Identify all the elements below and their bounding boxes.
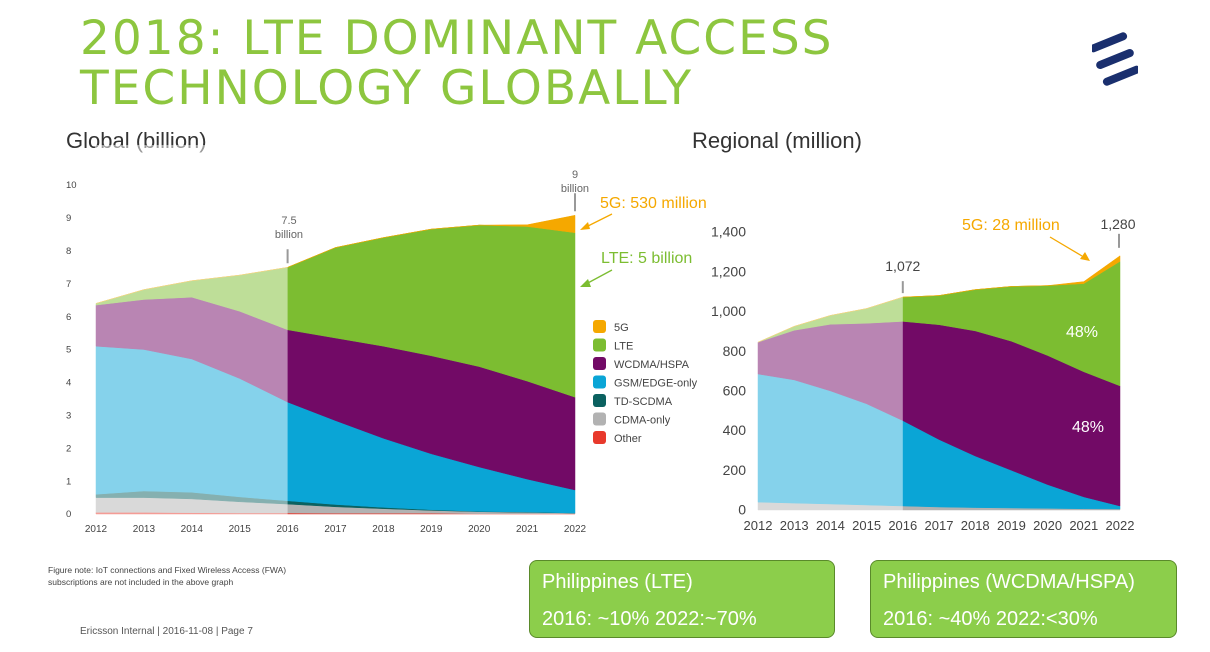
y-tick-label: 1,200 bbox=[711, 263, 746, 279]
legend-label-td-scdma: TD-SCDMA bbox=[614, 396, 673, 408]
legend-label-other: Other bbox=[614, 433, 642, 445]
historical-overlay bbox=[757, 192, 903, 511]
callout-philippines-wcdma: Philippines (WCDMA/HSPA) 2016: ~40% 2022… bbox=[870, 560, 1177, 638]
charts-canvas: 0 1 2 3 4 5 6 7 8 9 10 2012 2013 2014 2015 2016 2017 2018… bbox=[66, 145, 1136, 535]
ericsson-logo-icon bbox=[1092, 32, 1138, 86]
y-tick-label: 0 bbox=[738, 502, 746, 518]
y-tick-label: 9 bbox=[66, 213, 71, 224]
slide-title: 2018: LTE DOMINANT ACCESS TECHNOLOGY GLO… bbox=[80, 14, 834, 114]
x-tick-label: 2014 bbox=[816, 518, 845, 533]
x-tick-label: 2013 bbox=[133, 524, 156, 535]
annotation-5g: 5G: 530 million bbox=[600, 195, 707, 212]
figure-note-line2: subscriptions are not included in the ab… bbox=[48, 577, 234, 587]
x-tick-label: 2015 bbox=[229, 524, 252, 535]
y-tick-label: 6 bbox=[66, 312, 71, 323]
x-tick-label: 2019 bbox=[997, 518, 1026, 533]
legend-swatch-5g bbox=[593, 320, 606, 333]
x-tick-label: 2020 bbox=[1033, 518, 1062, 533]
x-tick-label: 2021 bbox=[516, 524, 539, 535]
y-tick-label: 0 bbox=[66, 509, 71, 520]
callout-philippines-lte: Philippines (LTE) 2016: ~10% 2022:~70% bbox=[529, 560, 835, 638]
x-tick-label: 2012 bbox=[744, 518, 773, 533]
x-tick-label: 2016 bbox=[276, 524, 299, 535]
y-tick-label: 800 bbox=[723, 343, 747, 359]
y-tick-label: 2 bbox=[66, 443, 71, 454]
legend-swatch-cdma-only bbox=[593, 412, 606, 426]
footer-text: Ericsson Internal | 2016-11-08 | Page 7 bbox=[80, 626, 253, 637]
annotation-value: 7.5 bbox=[281, 215, 296, 227]
x-tick-label: 2017 bbox=[324, 524, 347, 535]
y-tick-label: 1 bbox=[66, 476, 71, 487]
arrowhead-lte bbox=[580, 279, 591, 287]
annotation-unit: billion bbox=[561, 183, 589, 195]
callout-values: 2016: ~40% 2022:<30% bbox=[883, 608, 1098, 630]
y-tick-label: 1,400 bbox=[711, 224, 746, 240]
callout-values: 2016: ~10% 2022:~70% bbox=[542, 608, 757, 630]
chart-0-areas bbox=[95, 145, 576, 515]
legend-swatch-other bbox=[593, 431, 606, 444]
y-tick-label: 5 bbox=[66, 345, 71, 356]
annotation-5g: 5G: 28 million bbox=[962, 217, 1060, 234]
x-tick-label: 2021 bbox=[1069, 518, 1098, 533]
legend-label-lte: LTE bbox=[614, 341, 633, 353]
x-tick-label: 2022 bbox=[564, 524, 587, 535]
legend-swatch-td-scdma bbox=[593, 394, 606, 407]
y-tick-label: 200 bbox=[723, 462, 747, 478]
figure-note: Figure note: IoT connections and Fixed W… bbox=[48, 564, 348, 588]
annotation-wcdma-share: 48% bbox=[1072, 419, 1104, 436]
legend-swatch-gsm-edge-only bbox=[593, 375, 606, 389]
annotation-unit: billion bbox=[275, 229, 303, 241]
x-tick-label: 2013 bbox=[780, 518, 809, 533]
x-tick-label: 2020 bbox=[468, 524, 491, 535]
y-tick-label: 8 bbox=[66, 246, 71, 257]
annotation-total-2016: 1,072 bbox=[885, 258, 920, 274]
x-tick-label: 2014 bbox=[181, 524, 204, 535]
arrowhead-5g bbox=[1080, 252, 1090, 261]
x-tick-label: 2012 bbox=[85, 524, 108, 535]
legend-swatch-wcdma-hspa bbox=[593, 357, 606, 370]
y-tick-label: 10 bbox=[66, 180, 77, 191]
y-tick-label: 600 bbox=[723, 383, 747, 399]
x-tick-label: 2022 bbox=[1106, 518, 1135, 533]
callout-title: Philippines (WCDMA/HSPA) bbox=[883, 571, 1135, 593]
slide-title-line1: 2018: LTE DOMINANT ACCESS bbox=[80, 11, 834, 66]
x-tick-label: 2015 bbox=[852, 518, 881, 533]
y-tick-label: 7 bbox=[66, 279, 71, 290]
arrowhead-5g bbox=[580, 222, 590, 230]
arrow-5g bbox=[1049, 236, 1083, 257]
legend-label-cdma-only: CDMA-only bbox=[614, 415, 671, 427]
legend-swatch-lte bbox=[593, 338, 606, 352]
regional-heading: Regional (million) bbox=[692, 128, 862, 153]
x-tick-label: 2017 bbox=[925, 518, 954, 533]
arrow-lte bbox=[585, 269, 613, 285]
y-tick-label: 400 bbox=[723, 422, 747, 438]
legend-label-wcdma-hspa: WCDMA/HSPA bbox=[614, 359, 690, 371]
callout-title: Philippines (LTE) bbox=[542, 571, 693, 593]
y-tick-label: 3 bbox=[66, 410, 71, 421]
y-tick-label: 4 bbox=[66, 378, 71, 389]
annotation-lte-share: 48% bbox=[1066, 324, 1098, 341]
legend-label-5g: 5G bbox=[614, 322, 629, 334]
legend-label-gsm-edge-only: GSM/EDGE-only bbox=[614, 378, 698, 390]
historical-overlay bbox=[95, 145, 288, 515]
annotation-lte: LTE: 5 billion bbox=[601, 250, 692, 267]
x-tick-label: 2018 bbox=[372, 524, 395, 535]
x-tick-label: 2016 bbox=[888, 518, 917, 533]
chart-1-areas bbox=[757, 192, 1121, 511]
annotation-total-2022: 1,280 bbox=[1100, 216, 1135, 232]
x-tick-label: 2019 bbox=[420, 524, 443, 535]
figure-note-line1: Figure note: IoT connections and Fixed W… bbox=[48, 565, 287, 575]
x-tick-label: 2018 bbox=[961, 518, 990, 533]
annotation-value: 9 bbox=[572, 169, 578, 181]
slide-title-line2: TECHNOLOGY GLOBALLY bbox=[80, 61, 694, 116]
y-tick-label: 1,000 bbox=[711, 303, 746, 319]
